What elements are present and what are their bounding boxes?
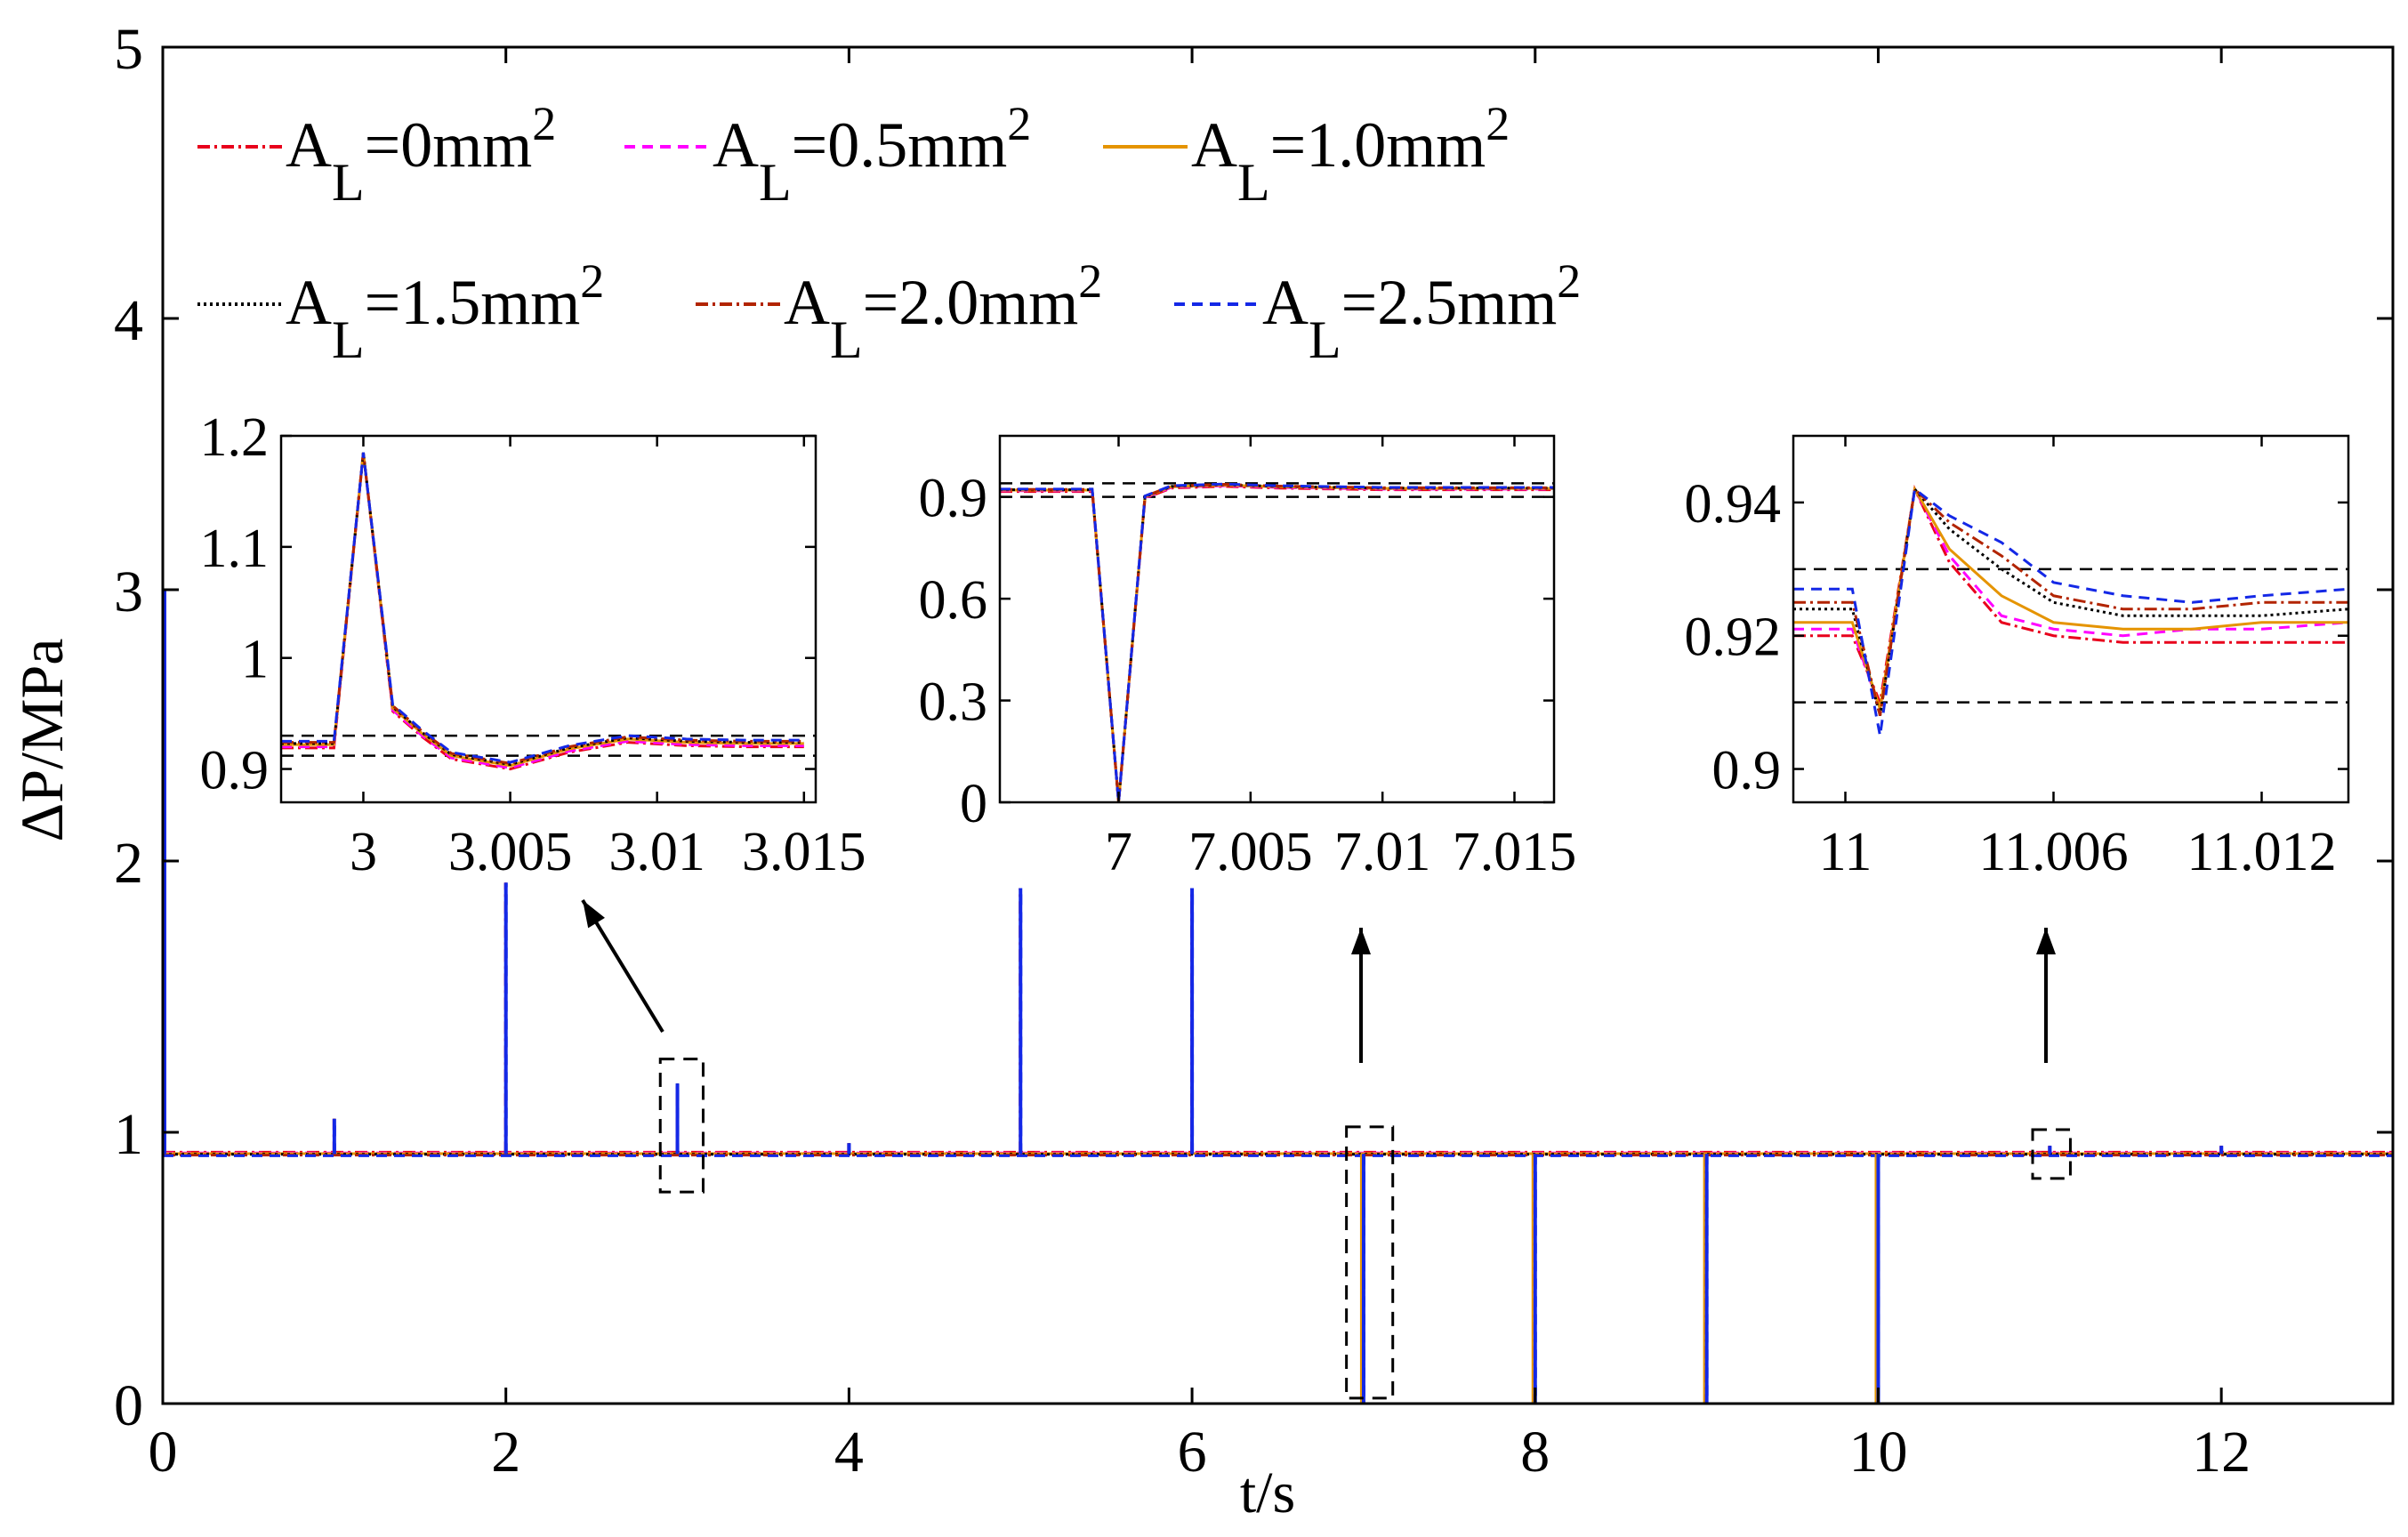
inset-x-tick-label: 7.01 [1334,822,1431,882]
zoom-arrows [581,898,2056,1063]
y-tick-label: 2 [114,831,143,896]
inset-series-line [281,452,804,764]
inset-x-tick-label: 11.006 [1978,822,2128,882]
inset-frame [1792,434,2350,804]
inset-y-tick-label: 1.1 [200,519,270,579]
inset-x-tick-label: 3.005 [448,822,573,882]
legend: AL=0mm2 AL=0.5mm2 AL=1.0mm2 AL=1.5mm2 AL=2.0… [197,97,1581,369]
zoom-region-box [1345,1125,1395,1400]
legend-entry: AL=0.5mm2 [713,97,1031,212]
inset-3: 11 11.006 11.012 0.9 0.92 0.94 [1685,434,2350,882]
inset-background [281,436,816,802]
inset-x-tick-label: 11.012 [2187,822,2336,882]
y-tick-label: 4 [114,288,143,353]
zoom-region-box [2031,1128,2072,1180]
inset-series-line [1793,487,2349,736]
zoom-arrow-head [583,900,605,929]
inset-y-tick-label: 0.9 [200,741,270,801]
inset-group: 3 3.005 3.01 3.015 0.9 1 1.1 1.2 7 7.005 7.01 7.015… [200,407,2350,882]
legend-entry: AL=2.0mm2 [784,254,1102,369]
inset-background [1793,436,2348,802]
inset-1: 3 3.005 3.01 3.015 0.9 1 1.1 1.2 [200,407,866,882]
y-tick-label: 1 [114,1102,143,1167]
zoom-arrow-head [1351,928,1371,954]
main-series-group [163,590,2393,1404]
x-tick-label: 12 [2192,1420,2251,1485]
highlight-box-group [658,1058,2072,1400]
zoom-arrow-head [2036,928,2056,954]
x-tick-label: 6 [1178,1420,1207,1485]
zoom-region-box [658,1058,705,1194]
inset-frame [998,434,1556,804]
inset-y-tick-label: 1 [241,630,269,690]
legend-entry: AL=1.0mm2 [1191,97,1510,212]
inset-y-tick-label: 0 [960,774,987,834]
inset-x-tick-label: 7.015 [1453,822,1577,882]
inset-series-line [281,452,804,769]
legend-entry: AL=0mm2 [286,97,556,212]
x-axis-label: t/s [1240,1461,1295,1525]
x-tick-label: 0 [149,1420,178,1485]
inset-series-line [1793,486,2348,716]
y-tick-label: 5 [114,17,143,82]
inset-y-tick-label: 0.9 [1712,741,1782,801]
inset-x-tick-label: 3 [350,822,377,882]
inset-y-tick-label: 0.94 [1685,474,1782,535]
x-tick-label: 2 [491,1420,520,1485]
inset-2: 7 7.005 7.01 7.015 0 0.3 0.6 0.9 [919,434,1577,882]
inset-x-tick-label: 7.005 [1188,822,1313,882]
inset-y-tick-label: 0.6 [919,570,988,631]
x-tick-label: 8 [1520,1420,1550,1485]
y-axis-label: ΔP/MPa [8,639,76,842]
inset-x-tick-label: 3.015 [742,822,866,882]
inset-x-tick-label: 7 [1105,822,1132,882]
main-axis-labels: t/s ΔP/MPa [8,639,1295,1525]
y-tick-label: 3 [114,559,143,624]
inset-y-tick-label: 0.92 [1685,608,1782,668]
legend-entry: AL=2.5mm2 [1262,254,1581,369]
inset-x-tick-label: 11 [1819,822,1872,882]
y-tick-label: 0 [114,1373,143,1438]
inset-x-tick-label: 3.01 [608,822,705,882]
inset-frame [279,434,817,804]
legend-entry: AL=1.5mm2 [286,254,604,369]
x-tick-label: 10 [1848,1420,1907,1485]
inset-y-tick-label: 0.9 [919,469,988,529]
inset-y-tick-label: 0.3 [919,672,988,733]
main-plot-frame [161,45,2395,1405]
inset-series-line [1000,482,1554,803]
x-tick-label: 4 [834,1420,864,1485]
inset-y-tick-label: 1.2 [200,407,270,468]
